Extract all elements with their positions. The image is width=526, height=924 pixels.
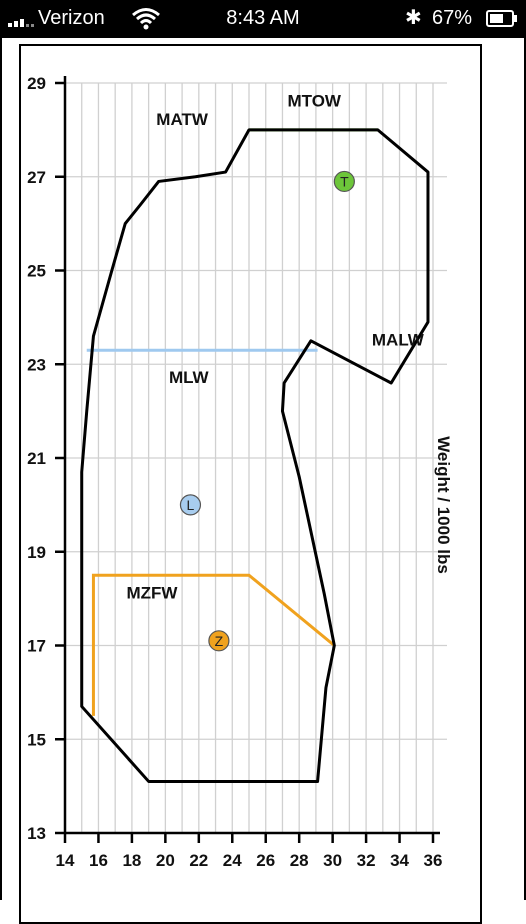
region-label-matw: MATW xyxy=(156,110,209,129)
marker-t-circle xyxy=(333,170,355,193)
battery-percentage: 67% xyxy=(432,7,473,29)
x-tick-label: 34 xyxy=(390,851,409,870)
y-tick-label: 15 xyxy=(27,730,46,749)
marker-l-label: L xyxy=(187,497,195,513)
carrier-name: Verizon xyxy=(38,7,105,29)
x-tick-label: 26 xyxy=(256,851,275,870)
region-labels: MATW MTOW MALW MLW MZFW xyxy=(126,91,424,602)
marker-z-circle xyxy=(208,630,230,652)
markers: T L Z xyxy=(179,170,355,652)
y-axis-title: Weight / 1000 lbs xyxy=(434,436,453,574)
x-tick-label: 32 xyxy=(357,851,376,870)
battery-level xyxy=(490,14,504,23)
x-tick-label: 18 xyxy=(122,851,141,870)
limit-line-mzfw xyxy=(91,573,336,716)
x-tick-label: 24 xyxy=(223,851,242,870)
marker-l-circle xyxy=(179,494,202,516)
x-tick-label: 36 xyxy=(424,851,443,870)
marker-t-label: T xyxy=(340,173,349,189)
screen-edge-left xyxy=(0,38,2,900)
bluetooth-icon: ✱ xyxy=(405,7,422,29)
region-label-mtow: MTOW xyxy=(287,91,341,110)
marker-z-label: Z xyxy=(215,633,224,649)
envelope xyxy=(80,128,430,783)
x-tick-label: 20 xyxy=(156,851,175,870)
grid xyxy=(65,82,447,833)
signal-strength-icon xyxy=(8,19,34,27)
x-tick-label: 28 xyxy=(290,851,309,870)
y-tick-label: 23 xyxy=(27,355,46,374)
y-tick-label: 19 xyxy=(27,543,46,562)
status-bar: Verizon 8:43 AM ✱ 67% xyxy=(0,0,526,38)
x-tick-label: 16 xyxy=(89,851,108,870)
x-tick-label: 22 xyxy=(189,851,208,870)
y-tick-label: 27 xyxy=(27,168,46,187)
envelope-outline xyxy=(80,128,430,783)
y-tick-label: 13 xyxy=(27,824,46,843)
wifi-icon xyxy=(132,8,160,30)
y-tick-label: 21 xyxy=(27,449,46,468)
x-tick-labels: 14 16 18 20 22 24 26 28 30 32 34 36 xyxy=(56,851,443,870)
battery-tip xyxy=(514,15,517,22)
y-tick-label: 17 xyxy=(27,637,46,656)
region-label-mlw: MLW xyxy=(169,368,210,387)
chart-card xyxy=(19,44,482,924)
y-tick-label: 25 xyxy=(27,262,46,281)
x-tick-label: 30 xyxy=(323,851,342,870)
cg-envelope-chart: 14 16 18 20 22 24 26 28 30 32 34 36 29 27 25 23 21 19 17 1… xyxy=(27,74,453,870)
region-label-malw: MALW xyxy=(372,331,425,350)
axes xyxy=(55,76,440,843)
y-tick-label: 29 xyxy=(27,74,46,93)
clock: 8:43 AM xyxy=(226,7,300,29)
y-tick-labels: 29 27 25 23 21 19 17 15 13 xyxy=(27,74,46,843)
screen-edge-right xyxy=(524,38,526,900)
battery-icon xyxy=(486,10,514,27)
region-label-mzfw: MZFW xyxy=(126,584,178,603)
x-tick-label: 14 xyxy=(56,851,75,870)
